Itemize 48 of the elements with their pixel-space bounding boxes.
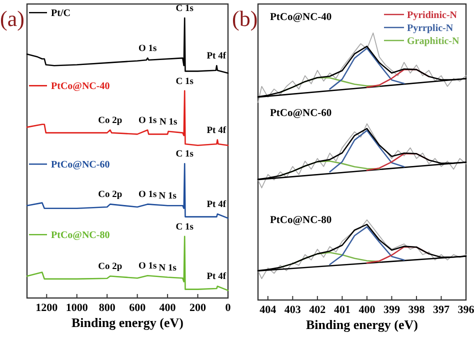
- legend-label: Pyrrplic-N: [407, 23, 454, 34]
- legend-label: PtCo@NC-40: [51, 81, 110, 92]
- x-tick-label: 402: [309, 304, 326, 316]
- legend-label: Pt/C: [51, 8, 70, 20]
- annotation: Pt 4f: [206, 126, 227, 136]
- annotation: O 1s: [138, 116, 158, 126]
- x-tick-label: 400: [358, 304, 376, 316]
- x-tick-label: 400: [159, 302, 176, 314]
- x-tick-label: 0: [225, 302, 232, 314]
- legend-label: Graphitic-N: [407, 36, 460, 47]
- legend-label: PtCo@NC-80: [51, 230, 110, 242]
- x-tick-label: 399: [383, 304, 400, 316]
- annotation: Pt 4f: [206, 272, 227, 282]
- annotation: C 1s: [176, 4, 194, 14]
- annotation: Pt 4f: [206, 200, 227, 210]
- annotation: O 1s: [138, 190, 158, 200]
- annotation: PtCo@NC-80: [270, 215, 332, 226]
- annotation: C 1s: [176, 222, 194, 232]
- annotation: C 1s: [176, 150, 194, 160]
- annotation: O 1s: [138, 262, 158, 272]
- annotation: N 1s: [158, 192, 177, 202]
- x-tick-label: 1200: [36, 302, 58, 314]
- annotation: N 1s: [159, 117, 178, 128]
- annotation: PtCo@NC-60: [270, 108, 332, 119]
- x-axis-title: Binding energy (eV): [72, 315, 184, 330]
- annotation: N 1s: [158, 263, 177, 274]
- annotation: C 1s: [176, 76, 194, 87]
- annotation: O 1s: [138, 44, 158, 54]
- x-tick-label: 600: [129, 302, 146, 314]
- chart-title: (a): [0, 6, 24, 31]
- annotation: Co 2p: [98, 116, 122, 126]
- x-tick-label: 1000: [66, 302, 88, 314]
- annotation: Pt 4f: [206, 52, 227, 62]
- x-tick-label: 397: [432, 304, 450, 316]
- x-tick-label: 404: [260, 304, 277, 316]
- x-tick-label: 396: [458, 304, 474, 316]
- x-axis-title: Binding energy (eV): [306, 317, 418, 332]
- text: PtCo@NC-40: [270, 12, 332, 23]
- legend-label: Pyridinic-N: [407, 10, 458, 21]
- x-tick-label: 403: [284, 304, 302, 316]
- legend-label: PtCo@NC-60: [51, 160, 110, 171]
- annotation: Co 2p: [98, 190, 122, 200]
- x-tick-label: 200: [190, 302, 207, 314]
- x-tick-label: 401: [334, 304, 350, 316]
- chart-title: (b): [232, 6, 258, 31]
- x-tick-label: 800: [98, 302, 116, 314]
- x-tick-label: 398: [408, 304, 426, 316]
- annotation: Co 2p: [98, 262, 122, 272]
